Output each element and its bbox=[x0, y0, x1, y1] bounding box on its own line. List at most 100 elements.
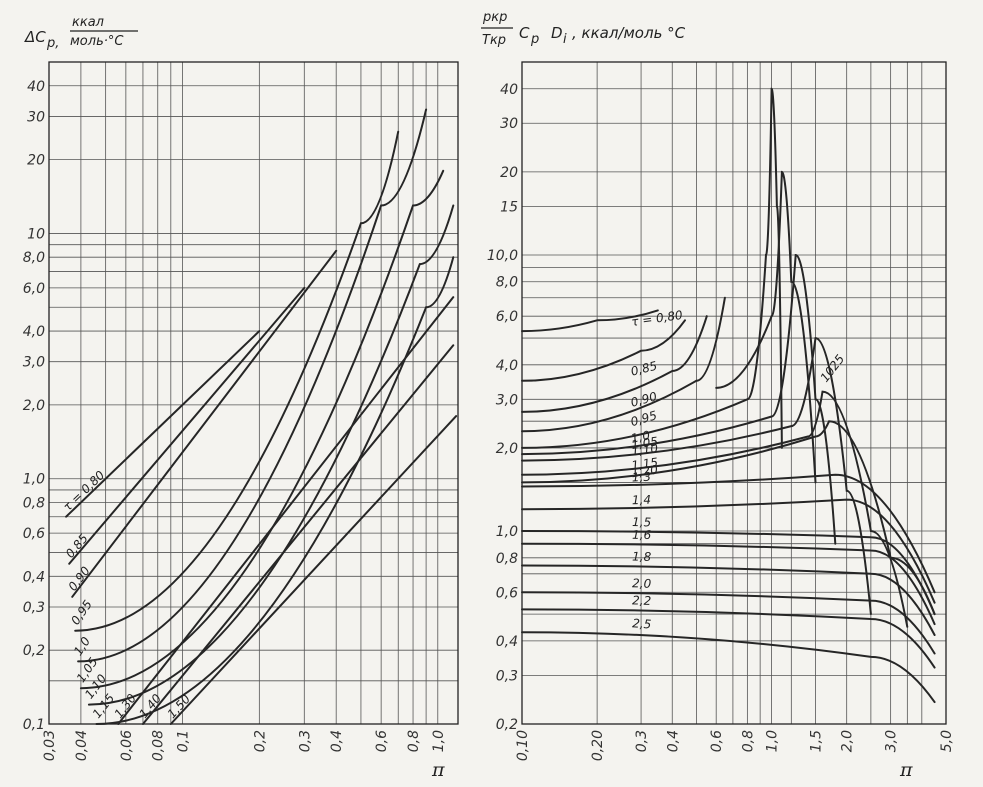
series-label: τ = 0,80 bbox=[60, 468, 107, 514]
series-line bbox=[715, 170, 817, 484]
series-label: 1,8 bbox=[632, 550, 652, 564]
y-tick-label: 4,0 bbox=[496, 358, 518, 374]
title-subscript: p, bbox=[46, 36, 59, 51]
series-line bbox=[521, 296, 726, 433]
x-tick-label: 0,10 bbox=[515, 730, 531, 761]
y-tick-label: 3,0 bbox=[23, 355, 45, 371]
x-tick-label: 0,2 bbox=[252, 730, 268, 752]
y-tick-label: 4,0 bbox=[23, 324, 45, 340]
y-tick-label: 3,0 bbox=[496, 392, 518, 408]
title-units-denominator: моль·°C bbox=[70, 34, 124, 49]
x-tick-label: 0,4 bbox=[329, 730, 345, 752]
right-chart: 0,2 0,3 0,4 0,6 0,8 1,0 2,0 3,0 4,0 6,0 8,0 10,0 15 2… bbox=[481, 10, 955, 781]
series-label: 1,10 bbox=[631, 441, 660, 458]
y-tick-label: 30 bbox=[27, 109, 45, 125]
y-tick-label: 0,8 bbox=[496, 551, 518, 567]
series-line bbox=[169, 415, 458, 725]
x-tick-label: 0,6 bbox=[709, 730, 725, 752]
y-tick-label: 0,2 bbox=[23, 643, 45, 659]
series-line bbox=[521, 390, 909, 628]
chart-title: ΔC p, ккал моль·°C bbox=[24, 15, 138, 51]
series-label: 1,50 bbox=[165, 692, 194, 721]
grid-lines bbox=[521, 62, 947, 725]
series-label: 1,5 bbox=[632, 515, 651, 529]
series-line bbox=[521, 420, 936, 616]
series-line bbox=[77, 108, 428, 663]
series-line bbox=[521, 498, 936, 604]
y-tick-label: 0,4 bbox=[23, 569, 45, 585]
left-chart: 0,1 0,2 0,3 0,4 0,6 0,8 1,0 2,0 3,0 4,0 6,0 8,0 10 20… bbox=[23, 15, 459, 781]
series-line bbox=[68, 286, 306, 565]
series-line bbox=[521, 473, 936, 594]
series-line bbox=[141, 344, 455, 725]
x-tick-label: 0,08 bbox=[151, 730, 167, 761]
y-tick-label: 40 bbox=[500, 82, 518, 98]
y-tick-label: 0,3 bbox=[496, 668, 518, 684]
y-tick-label: 2,0 bbox=[23, 398, 45, 414]
plot-frame bbox=[521, 61, 947, 725]
series-line bbox=[95, 256, 455, 725]
x-axis-label: π bbox=[899, 759, 913, 781]
x-tick-label: 1,0 bbox=[431, 730, 447, 752]
y-tick-label: 1,0 bbox=[496, 524, 518, 540]
series-line bbox=[521, 608, 936, 669]
series-line bbox=[521, 337, 872, 616]
x-tick-label: 0,3 bbox=[297, 730, 313, 752]
y-tick-label: 6,0 bbox=[23, 281, 45, 297]
x-tick-label: 0,20 bbox=[590, 730, 606, 761]
series-line bbox=[117, 296, 455, 725]
x-tick-label: 0,4 bbox=[665, 730, 681, 752]
y-tick-label: 10 bbox=[27, 226, 45, 242]
x-tick-label: 5,0 bbox=[939, 730, 955, 752]
series-label: 2,0 bbox=[632, 576, 652, 590]
y-tick-label: 10,0 bbox=[487, 248, 518, 264]
x-tick-label: 0,03 bbox=[42, 730, 58, 761]
y-tick-label: 0,4 bbox=[496, 634, 518, 650]
y-tick-label: 0,3 bbox=[23, 600, 45, 616]
series-label: 0,90 bbox=[66, 564, 94, 594]
y-tick-label: 0,6 bbox=[23, 526, 45, 542]
y-tick-label: 20 bbox=[27, 153, 45, 169]
y-tick-label: 20 bbox=[500, 165, 518, 181]
series-line bbox=[521, 319, 686, 382]
series-label: 1,05 bbox=[630, 434, 659, 452]
series-label: 1,3 bbox=[632, 470, 652, 485]
series-label: 1,4 bbox=[632, 493, 652, 508]
series-line bbox=[74, 130, 400, 632]
series-line bbox=[65, 330, 261, 518]
x-tick-label: 0,6 bbox=[374, 730, 390, 752]
title-symbol: C bbox=[519, 24, 530, 42]
y-tick-label: 6,0 bbox=[496, 309, 518, 325]
series-line bbox=[521, 87, 783, 449]
series-line bbox=[521, 530, 936, 616]
series-label: 1,20 bbox=[630, 462, 659, 480]
x-tick-label: 2,0 bbox=[840, 730, 856, 752]
series-label: 0,95 bbox=[68, 598, 95, 628]
y-tick-label: 8,0 bbox=[23, 250, 45, 266]
x-tick-label: 0,8 bbox=[406, 730, 422, 752]
y-tick-label: 0,6 bbox=[496, 585, 518, 601]
title-symbol: ΔC bbox=[24, 28, 46, 46]
y-tick-label: 0,2 bbox=[496, 717, 518, 733]
series-label: 2,2 bbox=[632, 593, 651, 608]
y-tick-label: 15 bbox=[500, 199, 518, 215]
series-line bbox=[71, 249, 338, 598]
series-line bbox=[521, 253, 837, 545]
x-tick-label: 3,0 bbox=[884, 730, 900, 752]
y-tick-label: 8,0 bbox=[496, 275, 518, 291]
title-fraction-numerator: pкр bbox=[482, 10, 507, 25]
x-tick-label: 0,8 bbox=[740, 730, 756, 752]
y-tick-label: 0,1 bbox=[23, 717, 45, 733]
title-units: , ккал/моль °C bbox=[572, 24, 686, 42]
series-label: 0,90 bbox=[629, 389, 659, 410]
x-tick-label: 1,0 bbox=[765, 730, 781, 752]
series-label: 0,85 bbox=[629, 359, 658, 379]
series-line bbox=[521, 315, 708, 413]
y-tick-label: 40 bbox=[27, 79, 45, 95]
x-axis-label: π bbox=[431, 759, 445, 781]
x-tick-label: 0,04 bbox=[74, 730, 90, 761]
y-tick-label: 0,8 bbox=[23, 495, 45, 511]
grid-lines bbox=[48, 62, 458, 725]
